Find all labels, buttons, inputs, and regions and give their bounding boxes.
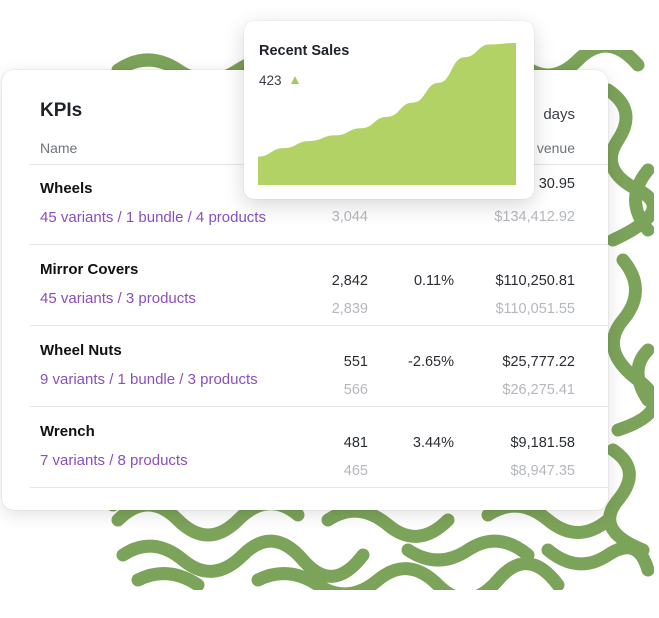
quantity-previous: 566 [343, 382, 368, 398]
revenue-current: 30.95 [538, 176, 575, 192]
quantity-previous: 465 [343, 463, 368, 479]
table-row[interactable]: Mirror Covers 45 variants / 3 products 2… [30, 245, 608, 326]
product-name: Wheels [40, 180, 93, 197]
product-variants-link[interactable]: 45 variants / 3 products [40, 290, 196, 307]
table-row[interactable]: Wheels 45 variants / 1 bundle / 4 produc… [30, 164, 608, 245]
column-header-name[interactable]: Name [40, 140, 78, 156]
product-variants-link[interactable]: 9 variants / 1 bundle / 3 products [40, 371, 258, 388]
product-name: Mirror Covers [40, 261, 139, 278]
product-variants-link[interactable]: 7 variants / 8 products [40, 452, 188, 469]
revenue-previous: $110,051.55 [495, 301, 575, 317]
product-name: Wheel Nuts [40, 342, 122, 359]
change-percent: -2.65% [408, 354, 454, 370]
quantity-previous: 2,839 [331, 301, 368, 317]
recent-sales-area-chart [258, 43, 516, 185]
quantity-previous: 3,044 [331, 209, 368, 225]
column-header-revenue[interactable]: venue [536, 140, 575, 156]
up-triangle-icon [291, 76, 299, 84]
kpi-table-body: Wheels 45 variants / 1 bundle / 4 produc… [30, 164, 608, 488]
change-percent: 3.44% [412, 435, 454, 451]
product-variants-link[interactable]: 45 variants / 1 bundle / 4 products [40, 209, 266, 226]
quantity-current: 2,842 [331, 273, 368, 289]
table-row[interactable]: Wheel Nuts 9 variants / 1 bundle / 3 pro… [30, 326, 608, 407]
product-name: Wrench [40, 423, 95, 440]
change-percent: 0.11% [413, 273, 454, 289]
quantity-current: 481 [343, 435, 368, 451]
revenue-current: $9,181.58 [510, 435, 575, 451]
kpi-title: KPIs [40, 100, 83, 121]
recent-sales-title: Recent Sales [259, 43, 350, 59]
revenue-previous: $26,275.41 [502, 382, 575, 398]
revenue-current: $110,250.81 [495, 273, 575, 289]
table-row[interactable]: Wrench 7 variants / 8 products 481 465 3… [30, 407, 608, 488]
revenue-previous: $134,412.92 [494, 209, 575, 225]
period-selector[interactable]: days [543, 106, 575, 123]
quantity-current: 551 [343, 354, 368, 370]
revenue-previous: $8,947.35 [510, 463, 575, 479]
recent-sales-card[interactable]: Recent Sales 423 [244, 21, 534, 199]
revenue-current: $25,777.22 [502, 354, 575, 370]
sales-area-series [258, 43, 516, 185]
recent-sales-value: 423 [259, 73, 282, 88]
